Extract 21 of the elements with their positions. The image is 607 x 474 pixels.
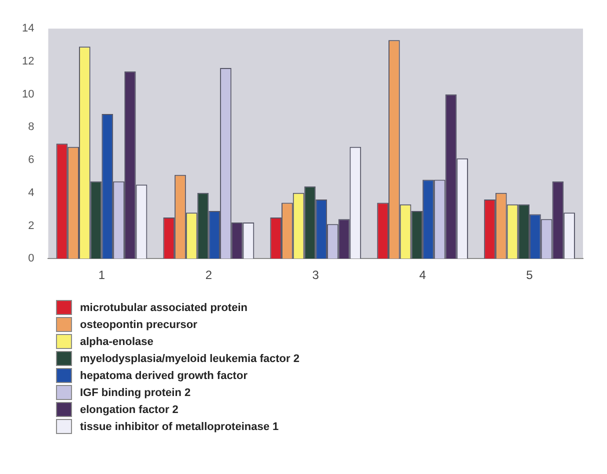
y-tick-label: 8 bbox=[28, 121, 34, 134]
legend-label: IGF binding protein 2 bbox=[80, 386, 191, 398]
legend-label: elongation factor 2 bbox=[80, 404, 178, 416]
y-tick-label: 6 bbox=[28, 154, 34, 166]
x-tick-label: 3 bbox=[312, 268, 320, 282]
legend-label: alpha-enolase bbox=[80, 336, 154, 348]
y-tick-label: 2 bbox=[28, 220, 34, 232]
legend-label: hepatoma derived growth factor bbox=[80, 370, 248, 382]
y-tick-label: 10 bbox=[22, 88, 34, 100]
x-tick-label: 1 bbox=[98, 268, 106, 282]
y-tick-label: 12 bbox=[22, 55, 34, 68]
y-tick-label: 4 bbox=[28, 186, 34, 199]
legend-label: osteopontin precursor bbox=[80, 318, 198, 330]
x-tick-label: 2 bbox=[205, 268, 212, 282]
y-tick-label: 0 bbox=[28, 252, 34, 265]
legend-label: tissue inhibitor of metalloproteinase 1 bbox=[80, 420, 279, 432]
y-tick-label: 14 bbox=[22, 22, 34, 35]
x-tick-label: 4 bbox=[419, 268, 426, 282]
x-tick-label: 5 bbox=[526, 268, 534, 282]
legend-label: myelodysplasia/myeloid leukemia factor 2 bbox=[80, 352, 300, 364]
legend-label: microtubular associated protein bbox=[80, 302, 248, 314]
